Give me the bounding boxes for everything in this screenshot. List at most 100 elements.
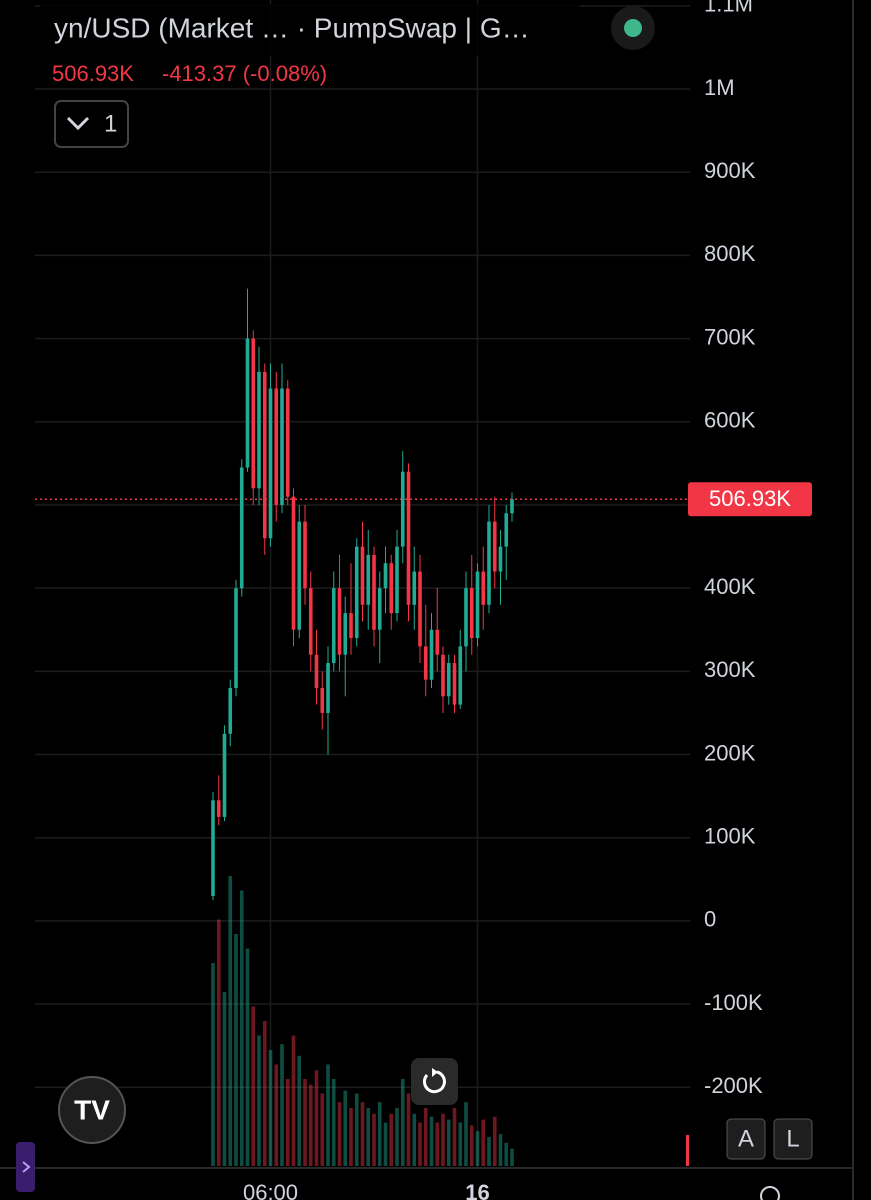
volume-bar <box>458 1122 463 1166</box>
y-tick-label: 1.1M <box>704 0 753 17</box>
volume-bar <box>510 1148 514 1166</box>
candle-body <box>423 646 428 680</box>
reset-arrow <box>432 1068 438 1077</box>
candle-body <box>458 646 463 705</box>
volume-bar <box>251 1006 256 1166</box>
candle-body <box>320 687 325 713</box>
volume-bar <box>372 1113 376 1166</box>
volume-bar <box>360 1102 365 1166</box>
candle-body <box>366 554 371 605</box>
candle-body <box>349 613 353 639</box>
y-tick-label: 400K <box>704 574 756 599</box>
candle-body <box>303 521 307 589</box>
chevron-icon <box>66 116 90 131</box>
candle-body <box>308 588 313 655</box>
reset-icon <box>422 1070 446 1094</box>
volume-bar <box>383 1122 388 1166</box>
volume-bar <box>308 1084 313 1166</box>
volume-layer <box>211 876 514 1166</box>
last-price-tag-label: 506.93K <box>709 486 791 511</box>
overlay: yn/USD (Market … · PumpSwap | G… 506.93K… <box>16 4 813 1200</box>
candle-body <box>360 546 365 605</box>
volume-bar <box>320 1093 325 1166</box>
candle-body <box>504 513 509 547</box>
volume-bar <box>441 1113 445 1166</box>
volume-bar <box>487 1137 491 1166</box>
auto-scale-button[interactable] <box>726 1118 766 1160</box>
collapse-button[interactable] <box>54 100 129 148</box>
volume-bar <box>326 1064 330 1166</box>
last-price: 506.93K <box>52 61 134 86</box>
y-tick-label: -200K <box>704 1073 763 1098</box>
volume-bar <box>211 963 215 1166</box>
volume-bar <box>314 1070 319 1166</box>
candle-body <box>343 613 348 655</box>
side-tab[interactable] <box>16 1142 35 1192</box>
candle-body <box>400 471 405 547</box>
status-dot <box>624 19 642 37</box>
logo-mark: TV <box>74 1094 110 1125</box>
volume-bar <box>228 876 233 1166</box>
volume-bar <box>435 1122 440 1166</box>
volume-bar <box>400 1079 405 1166</box>
volume-bar <box>446 1119 451 1166</box>
y-tick-label: -100K <box>704 990 763 1015</box>
y-tick-label: 1M <box>704 75 735 100</box>
volume-bar <box>343 1090 348 1166</box>
volume-bar <box>285 1079 290 1166</box>
candle-body <box>251 338 256 489</box>
candle-body <box>337 588 342 655</box>
volume-bar <box>377 1102 382 1166</box>
volume-bar <box>268 1050 273 1166</box>
volume-bar <box>245 948 250 1166</box>
candle-body <box>395 546 399 614</box>
reset-button[interactable] <box>411 1058 458 1105</box>
candle-body <box>268 388 273 539</box>
volume-bar <box>366 1108 371 1166</box>
y-tick-label: 100K <box>704 824 756 849</box>
candle-body <box>228 687 233 734</box>
volume-bar <box>492 1116 497 1166</box>
y-tick-label: 300K <box>704 657 756 682</box>
candle-body <box>222 733 227 817</box>
candle-body <box>326 663 330 713</box>
candle-body <box>464 588 468 647</box>
candle-body <box>280 388 284 505</box>
candle-body <box>234 588 238 688</box>
y-tick-label: 200K <box>704 740 756 765</box>
candle-body <box>257 371 261 489</box>
volume-bar <box>331 1079 336 1166</box>
y-tick-label: 0 <box>704 907 716 932</box>
y-tick-label: 600K <box>704 408 756 433</box>
tradingview-logo[interactable] <box>58 1076 126 1144</box>
volume-bar <box>303 1079 307 1166</box>
volume-bar <box>498 1134 503 1166</box>
candle-layer <box>211 288 514 901</box>
candle-body <box>441 654 445 697</box>
log-scale-button[interactable] <box>773 1118 813 1160</box>
y-tick-label: 900K <box>704 158 756 183</box>
volume-bar <box>389 1113 394 1166</box>
candle-body <box>492 521 497 572</box>
volume-bar <box>239 890 244 1166</box>
volume-bar <box>475 1131 480 1166</box>
y-tick-label: 800K <box>704 241 756 266</box>
candle-body <box>510 499 514 514</box>
volume-bar <box>418 1122 422 1166</box>
volume-bar <box>354 1093 359 1166</box>
volume-bar <box>395 1108 399 1166</box>
y-tick-label: 700K <box>704 324 756 349</box>
volume-bar <box>504 1142 509 1166</box>
candle-body <box>481 571 486 605</box>
candle-body <box>452 663 457 705</box>
settings-icon[interactable] <box>760 1186 780 1200</box>
volume-bar <box>257 1035 261 1166</box>
volume-bar <box>464 1102 468 1166</box>
volume-bar <box>423 1108 428 1166</box>
volume-bar <box>262 1021 267 1166</box>
candle-body <box>262 371 267 539</box>
candle-body <box>446 663 451 697</box>
volume-bar <box>234 934 238 1166</box>
price-change: -413.37 (-0.08%) <box>162 61 327 86</box>
volume-bar <box>469 1125 474 1166</box>
